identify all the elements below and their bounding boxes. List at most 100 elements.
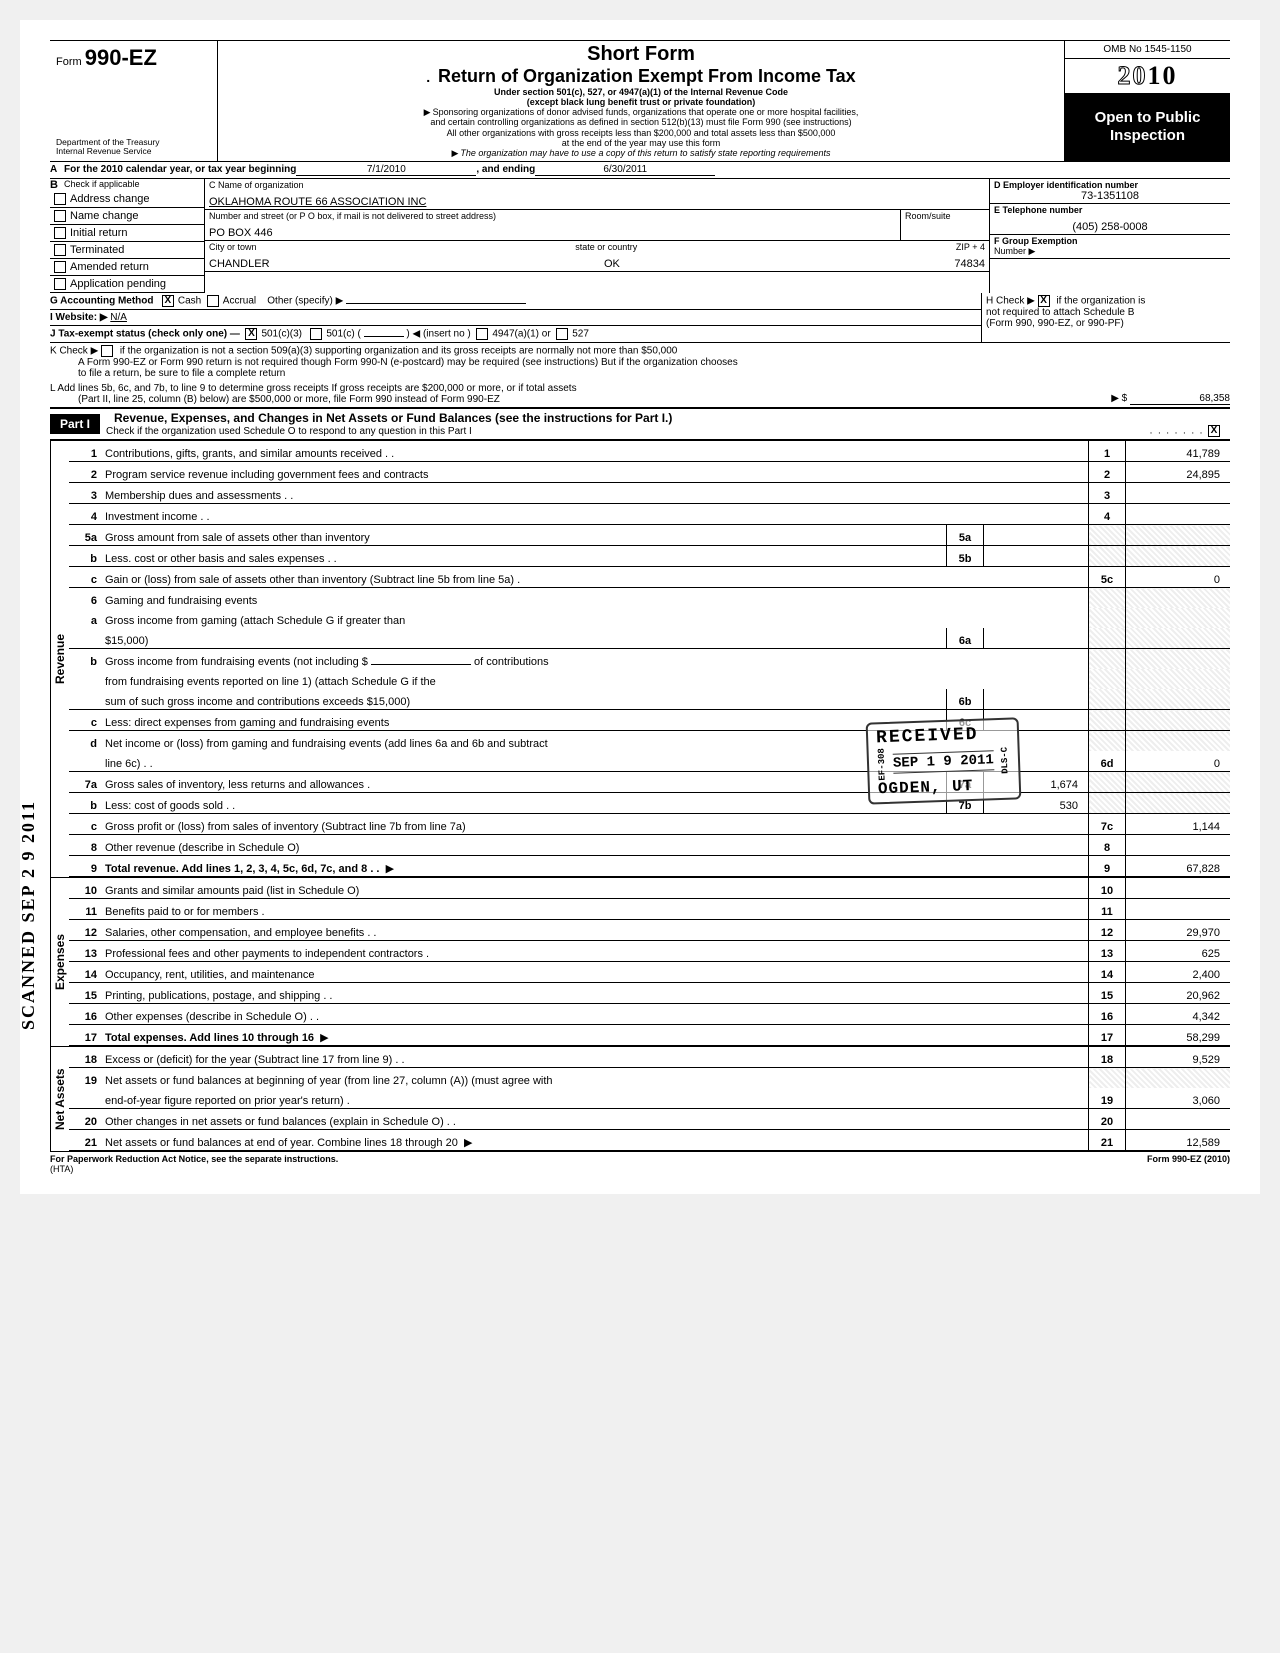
l21-amt: 12,589 <box>1126 1130 1231 1151</box>
l4-amt <box>1126 504 1231 525</box>
l7b-val: 530 <box>984 793 1089 814</box>
k-text3: to file a return, be sure to file a comp… <box>50 368 285 379</box>
accrual-check[interactable] <box>207 295 219 307</box>
l3-amt <box>1126 483 1231 504</box>
part1-title: Revenue, Expenses, and Changes in Net As… <box>106 411 1224 425</box>
inspection-text: Inspection <box>1065 127 1230 145</box>
b-opt-5-label: Application pending <box>70 278 166 290</box>
h-text3: (Form 990, 990-EZ, or 990-PF) <box>986 318 1124 329</box>
b-opt-4[interactable]: Amended return <box>50 259 204 276</box>
l-text1: L Add lines 5b, 6c, and 7b, to line 9 to… <box>50 383 577 394</box>
k-text1: if the organization is not a section 509… <box>120 346 678 357</box>
right-header: OMB No 1545-1150 2010 Open to Public Ins… <box>1064 41 1230 162</box>
phone: (405) 258-0008 <box>994 221 1226 233</box>
b-opt-0[interactable]: Address change <box>50 191 204 208</box>
header-row: Form 990-EZ Department of the Treasury I… <box>50 40 1230 162</box>
l-amount: 68,358 <box>1130 393 1230 405</box>
b-opt-4-label: Amended return <box>70 261 149 273</box>
dept-block: Department of the Treasury Internal Reve… <box>56 138 211 157</box>
checkbox-icon[interactable] <box>54 210 66 222</box>
title-sub2: (except black lung benefit trust or priv… <box>226 97 1056 107</box>
part1-header: Part I Revenue, Expenses, and Changes in… <box>50 408 1230 440</box>
a-and: , and ending <box>476 164 535 176</box>
b-opt-2[interactable]: Initial return <box>50 225 204 242</box>
j-4947-check[interactable] <box>476 328 488 340</box>
l19-desc: Net assets or fund balances at beginning… <box>101 1068 1089 1089</box>
l8-amt <box>1126 835 1231 856</box>
row-h: H Check ▶ X if the organization is not r… <box>981 293 1230 343</box>
l6b-val <box>984 689 1089 710</box>
b-opt-1[interactable]: Name change <box>50 208 204 225</box>
year-d2: 0 <box>1133 61 1148 90</box>
l6a-desc2: $15,000) <box>101 628 947 649</box>
website: N/A <box>110 312 127 323</box>
footer-hta: (HTA) <box>50 1164 73 1174</box>
l21-desc: Net assets or fund balances at end of ye… <box>101 1130 1089 1151</box>
expenses-section: Expenses 10Grants and similar amounts pa… <box>50 877 1230 1046</box>
l6c-desc: Less: direct expenses from gaming and fu… <box>101 710 947 731</box>
inst5: The organization may have to use a copy … <box>460 148 830 158</box>
row-k: K Check ▶ if the organization is not a s… <box>50 343 1230 381</box>
l5b-val <box>984 546 1089 567</box>
l8-desc: Other revenue (describe in Schedule O) <box>101 835 1089 856</box>
l3-desc: Membership dues and assessments . . <box>101 483 1089 504</box>
b-opt-1-label: Name change <box>70 210 139 222</box>
letter-a: A <box>50 164 64 176</box>
checkbox-icon[interactable] <box>54 261 66 273</box>
l7a-desc: Gross sales of inventory, less returns a… <box>101 772 947 793</box>
checkbox-icon[interactable] <box>54 244 66 256</box>
l6a-val <box>984 628 1089 649</box>
form-number-text: 990-EZ <box>85 45 157 70</box>
l18-amt: 9,529 <box>1126 1047 1231 1068</box>
col-b: B Check if applicable Address change Nam… <box>50 179 205 294</box>
state-label: state or country <box>575 242 637 252</box>
j-501c-check[interactable] <box>310 328 322 340</box>
b-opt-5[interactable]: Application pending <box>50 276 204 293</box>
j-501c3-check[interactable]: X <box>245 328 257 340</box>
title-sub1: Under section 501(c), 527, or 4947(a)(1)… <box>226 87 1056 97</box>
g-other-line[interactable] <box>346 303 526 304</box>
checkbox-icon[interactable] <box>54 193 66 205</box>
l6b-box: 6b <box>947 689 984 710</box>
form-page: SCANNED SEP 2 9 2011 Form 990-EZ Departm… <box>20 20 1260 1194</box>
b-opt-3[interactable]: Terminated <box>50 242 204 259</box>
inst1: Sponsoring organizations of donor advise… <box>433 107 859 117</box>
row-a: A For the 2010 calendar year, or tax yea… <box>50 162 1230 179</box>
l6b-desc4: sum of such gross income and contributio… <box>101 689 947 710</box>
l13-desc: Professional fees and other payments to … <box>101 941 1089 962</box>
l19-desc2: end-of-year figure reported on prior yea… <box>101 1088 1089 1109</box>
h-check[interactable]: X <box>1038 295 1050 307</box>
city-label: City or town <box>209 242 257 252</box>
b-opt-3-label: Terminated <box>70 244 124 256</box>
j-527: 527 <box>572 329 589 340</box>
l5b-box: 5b <box>947 546 984 567</box>
cash-check[interactable]: X <box>162 295 174 307</box>
part1-checkbox[interactable]: X <box>1208 425 1220 437</box>
l4-desc: Investment income . . <box>101 504 1089 525</box>
e-label: E Telephone number <box>994 205 1226 215</box>
j-527-check[interactable] <box>556 328 568 340</box>
l6d-amt: 0 <box>1126 751 1231 772</box>
j-label: J Tax-exempt status (check only one) — <box>50 329 240 340</box>
j-insert-line[interactable] <box>364 336 404 337</box>
arrow-icon <box>424 107 433 117</box>
open-text: Open to Public <box>1065 109 1230 127</box>
checkbox-icon[interactable] <box>54 227 66 239</box>
a-begin: 7/1/2010 <box>296 164 476 176</box>
revenue-section: Revenue 1Contributions, gifts, grants, a… <box>50 440 1230 877</box>
l6c-val <box>984 710 1089 731</box>
l6a-desc: Gross income from gaming (attach Schedul… <box>101 608 1089 628</box>
k-check[interactable] <box>101 345 113 357</box>
row-gih: G Accounting Method XCash Accrual Other … <box>50 293 1230 343</box>
ein: 73-1351108 <box>994 190 1226 202</box>
scanned-stamp: SCANNED SEP 2 9 2011 <box>18 800 39 1030</box>
g-label: G Accounting Method <box>50 296 154 307</box>
g-other: Other (specify) ▶ <box>267 296 343 307</box>
k-label: K Check ▶ <box>50 346 98 357</box>
l12-amt: 29,970 <box>1126 920 1231 941</box>
l16-desc: Other expenses (describe in Schedule O) … <box>101 1004 1089 1025</box>
checkbox-icon[interactable] <box>54 278 66 290</box>
l17-desc: Total expenses. Add lines 10 through 16 … <box>101 1025 1089 1046</box>
l7a-box: 7a <box>947 772 984 793</box>
org-state: OK <box>604 258 620 270</box>
